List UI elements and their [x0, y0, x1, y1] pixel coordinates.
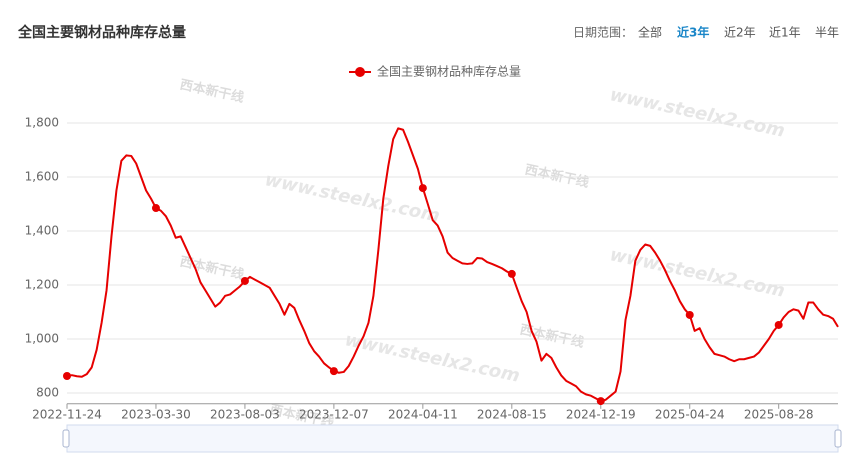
- watermark: www.steelx2.com: [608, 84, 787, 142]
- y-tick-label: 1,600: [25, 170, 59, 184]
- watermark: www.steelx2.com: [608, 244, 787, 302]
- point: [774, 320, 783, 329]
- point: [151, 204, 160, 213]
- y-tick-label: 800: [36, 386, 59, 400]
- point: [63, 371, 71, 380]
- watermark: 西本新干线: [178, 254, 245, 283]
- point: [685, 310, 694, 319]
- watermark: 西本新干线: [523, 162, 590, 191]
- watermark: www.steelx2.com: [343, 329, 522, 387]
- zoom-slider[interactable]: [66, 424, 839, 453]
- x-tick-label: 2024-08-15: [477, 407, 547, 421]
- watermarks: www.steelx2.com www.steelx2.com www.stee…: [178, 77, 786, 431]
- range-option[interactable]: 全部: [638, 25, 662, 40]
- point: [507, 269, 516, 278]
- x-tick-label: 2023-08-03: [210, 407, 280, 421]
- point: [418, 184, 427, 193]
- y-tick-label: 1,200: [25, 278, 59, 292]
- series-line: [66, 127, 839, 403]
- x-tick-label: 2025-04-24: [655, 407, 725, 421]
- range-option[interactable]: 近3年: [677, 25, 709, 40]
- point: [596, 397, 605, 406]
- point: [240, 276, 249, 285]
- range-option[interactable]: 近1年: [769, 26, 801, 40]
- watermark: www.steelx2.com: [263, 169, 442, 227]
- point: [329, 367, 338, 376]
- zoom-handle[interactable]: [834, 429, 842, 448]
- x-tick-label: 2024-04-11: [388, 407, 458, 421]
- y-tick-label: 1,800: [25, 116, 59, 130]
- zoom-handle[interactable]: [62, 429, 70, 448]
- x-tick-label: 2023-03-30: [121, 407, 191, 421]
- x-tick-label: 2022-11-24: [32, 407, 102, 421]
- legend-label: 全国主要钢材品种库存总量: [377, 64, 521, 79]
- x-tick-label: 2023-12-07: [299, 407, 369, 421]
- watermark: 西本新干线: [178, 77, 245, 106]
- legend-item: 全国主要钢材品种库存总量: [349, 64, 521, 79]
- range-option[interactable]: 半年: [815, 26, 839, 40]
- legend-marker: [355, 67, 365, 77]
- x-tick-label: 2024-12-19: [566, 407, 636, 421]
- y-tick-label: 1,000: [25, 332, 59, 346]
- chart-title: 全国主要钢材品种库存总量: [17, 24, 186, 41]
- y-tick-label: 1,400: [25, 224, 59, 238]
- x-tick-label: 2025-08-28: [744, 407, 814, 421]
- range-option[interactable]: 近2年: [724, 26, 756, 40]
- range-label: 日期范围：: [573, 26, 633, 40]
- watermark: 西本新干线: [518, 322, 585, 351]
